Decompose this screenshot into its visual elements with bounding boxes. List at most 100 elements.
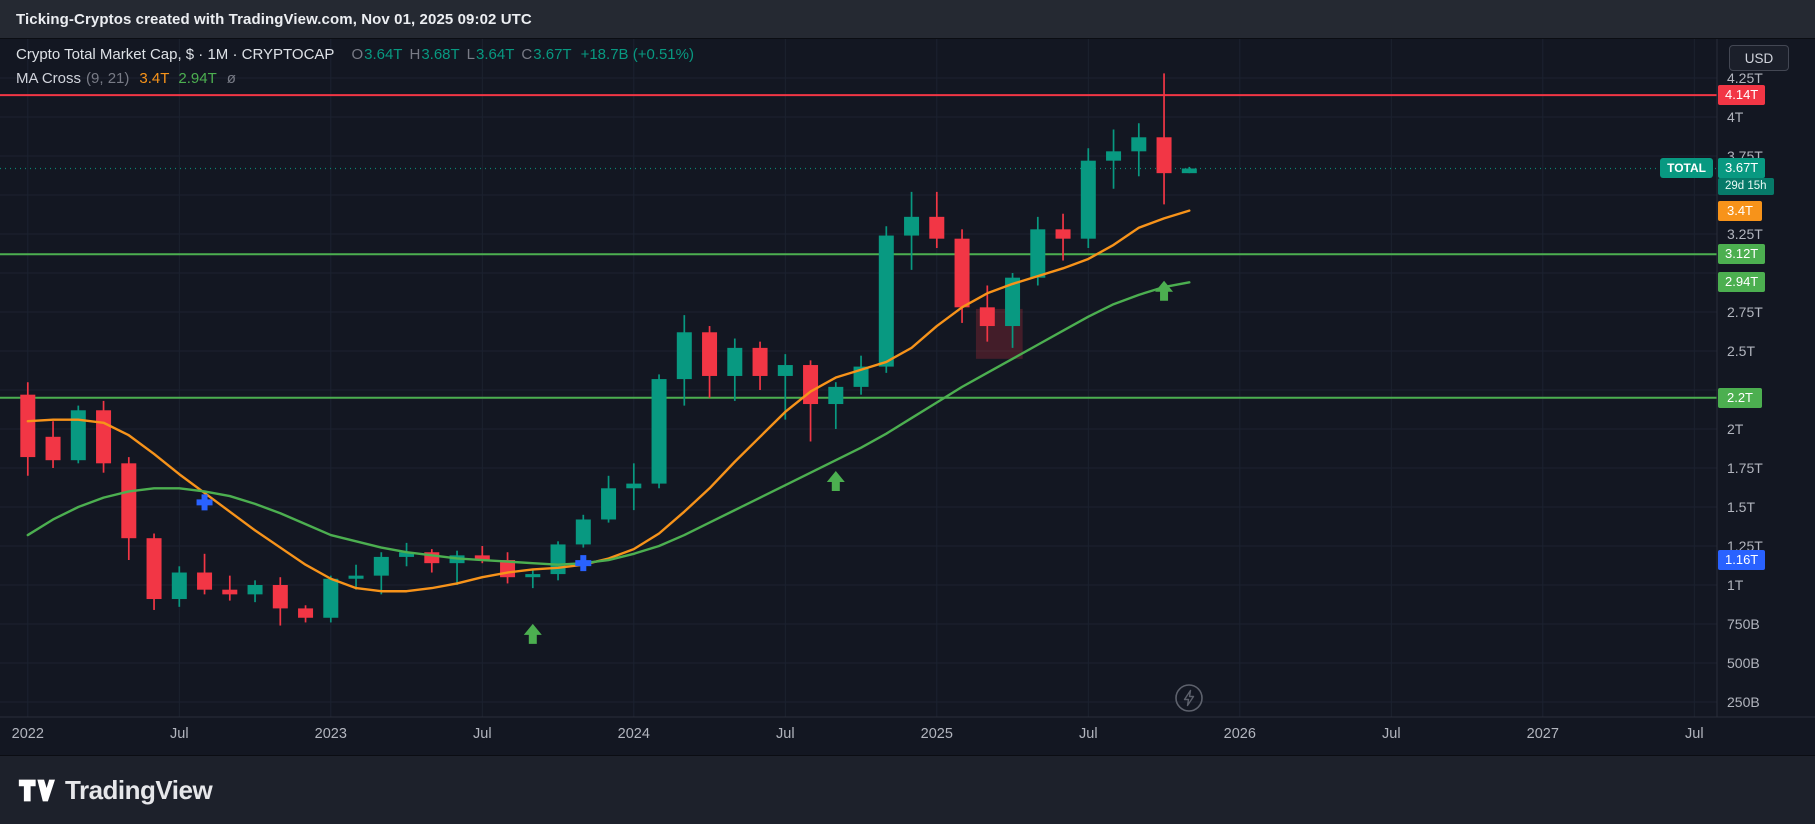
candle: [525, 569, 541, 589]
indicator-name[interactable]: MA Cross: [16, 70, 82, 87]
candle: [1156, 73, 1172, 205]
lightning-button[interactable]: [1172, 681, 1206, 715]
price-axis-label[interactable]: 750B: [1727, 616, 1760, 632]
high-value: 3.68T: [421, 46, 460, 63]
attribution-text: Ticking-Cryptos created with TradingView…: [16, 10, 532, 28]
time-axis-label[interactable]: 2025: [921, 726, 953, 742]
candle: [828, 382, 844, 429]
low-value: 3.64T: [476, 46, 515, 63]
level-price-label[interactable]: 4.14T: [1718, 85, 1766, 106]
chart-canvas[interactable]: 4.25T4T3.75T3.25T2.75T2.5T2T1.75T1.5T1.2…: [0, 39, 1815, 755]
ma-line: [26, 209, 1191, 593]
buy-arrow-marker: [523, 623, 542, 644]
buy-arrow-marker: [1155, 280, 1174, 301]
ma-slow-price-label[interactable]: 2.94T: [1718, 272, 1766, 293]
candle: [45, 421, 61, 468]
candle: [651, 374, 667, 489]
time-axis-label[interactable]: Jul: [170, 726, 189, 742]
time-axis-label[interactable]: 2027: [1527, 726, 1559, 742]
candle: [676, 315, 692, 406]
price-axis-label[interactable]: 1T: [1727, 577, 1744, 593]
candle: [424, 549, 440, 573]
high-key: H: [409, 46, 421, 63]
candle: [348, 564, 364, 590]
indicator-menu-icon[interactable]: ø: [226, 70, 236, 87]
lightning-bolt-icon: [1175, 684, 1203, 712]
ma-line: [26, 281, 1191, 566]
alert-price-label[interactable]: 1.16T: [1718, 550, 1766, 571]
candle: [171, 566, 187, 607]
indicator-ma-fast-value: 3.4T: [139, 70, 170, 87]
candle: [20, 382, 36, 476]
price-axis-label[interactable]: 2.75T: [1727, 304, 1763, 320]
price-axis-label[interactable]: 4T: [1727, 109, 1744, 125]
candle: [1055, 213, 1071, 261]
level-price-label[interactable]: 2.2T: [1718, 387, 1762, 408]
price-axis-label[interactable]: 2.5T: [1727, 343, 1755, 359]
price-axis-label[interactable]: 250B: [1727, 694, 1760, 710]
ma-fast-price-label[interactable]: 3.4T: [1718, 200, 1762, 221]
tradingview-logo[interactable]: TradingView: [18, 774, 213, 806]
candle: [399, 542, 415, 567]
time-axis-label[interactable]: 2022: [12, 726, 44, 742]
candle: [298, 605, 314, 623]
price-axis-label[interactable]: 4.25T: [1727, 70, 1763, 86]
price-axis-label[interactable]: 1.75T: [1727, 460, 1763, 476]
attribution-bar: Ticking-Cryptos created with TradingView…: [0, 0, 1815, 39]
tradingview-logo-text: TradingView: [65, 774, 213, 805]
chart-legend: Crypto Total Market Cap, $ · 1M · CRYPTO…: [16, 46, 694, 94]
time-axis-label[interactable]: 2026: [1224, 726, 1256, 742]
candle: [904, 191, 920, 270]
series-total-tag: TOTAL: [1660, 158, 1713, 179]
candle: [70, 405, 86, 464]
indicator-params: (9, 21): [86, 70, 130, 87]
ma-cross-marker: [196, 494, 213, 511]
candles-layer: [20, 73, 1197, 626]
chart-region: 4.25T 4T 3.75T 3.25T 2.75T 2.5T 2T 1.75T 1.5T 1.2…: [0, 39, 1815, 755]
candle: [1181, 166, 1197, 174]
time-axis-label[interactable]: 2024: [618, 726, 650, 742]
time-axis-label[interactable]: Jul: [776, 726, 795, 742]
candle: [1131, 123, 1147, 177]
candle: [373, 552, 389, 595]
candle: [777, 354, 793, 420]
price-axis-label[interactable]: 1.25T: [1727, 538, 1763, 554]
tradingview-logo-mark: [18, 779, 55, 801]
candle: [626, 463, 642, 511]
candle: [1030, 216, 1046, 286]
time-axis-label[interactable]: Jul: [473, 726, 492, 742]
time-axis-label[interactable]: Jul: [1382, 726, 1401, 742]
candle: [979, 285, 995, 342]
indicator-row: MA Cross (9, 21) 3.4T 2.94T ø: [16, 70, 694, 87]
price-axis-label[interactable]: 500B: [1727, 655, 1760, 671]
ma-cross-marker: [575, 555, 592, 572]
candle: [752, 341, 768, 390]
time-axis-label[interactable]: Jul: [1685, 726, 1704, 742]
symbol-title[interactable]: Crypto Total Market Cap, $ · 1M · CRYPTO…: [16, 46, 335, 63]
close-key: C: [521, 46, 533, 63]
grid: [0, 39, 1717, 717]
time-axis-label[interactable]: 2023: [315, 726, 347, 742]
candle: [323, 575, 339, 623]
price-axis-label[interactable]: 3.25T: [1727, 226, 1763, 242]
time-axis-label[interactable]: Jul: [1079, 726, 1098, 742]
symbol-row: Crypto Total Market Cap, $ · 1M · CRYPTO…: [16, 46, 694, 63]
open-value: 3.64T: [364, 46, 403, 63]
candle: [247, 580, 263, 603]
change-value: +18.7B (+0.51%): [580, 46, 694, 63]
open-key: O: [351, 46, 364, 63]
candle: [601, 475, 617, 523]
bottom-brand-bar: TradingView: [0, 755, 1815, 824]
currency-toggle-button[interactable]: USD: [1729, 45, 1789, 71]
candle: [1005, 273, 1021, 348]
candle: [1080, 148, 1096, 249]
price-axis-label[interactable]: 1.5T: [1727, 499, 1755, 515]
candle: [878, 226, 894, 373]
indicator-ma-slow-value: 2.94T: [178, 70, 217, 87]
bar-countdown-label: 29d 15h: [1718, 178, 1774, 196]
current-price-label[interactable]: 3.67T: [1718, 158, 1766, 179]
price-axis-label[interactable]: 2T: [1727, 421, 1744, 437]
candle: [197, 553, 213, 595]
level-price-label[interactable]: 3.12T: [1718, 244, 1766, 265]
